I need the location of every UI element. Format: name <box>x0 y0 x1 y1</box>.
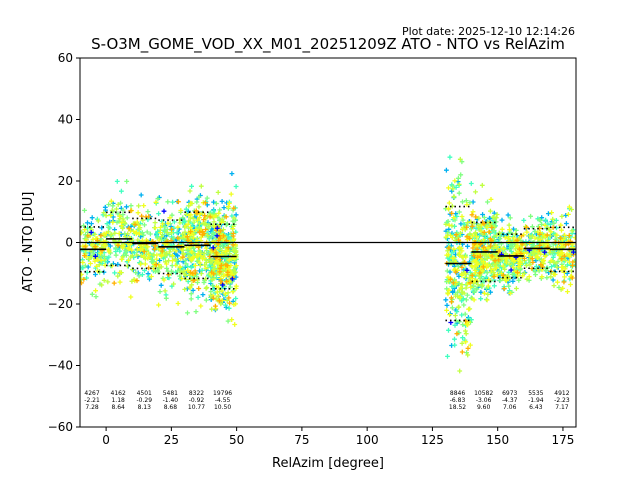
bin-mean-label: -0.29 <box>136 397 152 404</box>
scatter-points <box>80 154 576 374</box>
bin-count-label: 5481 <box>163 390 178 397</box>
x-tick-label: 50 <box>229 433 244 447</box>
bin-std-label: 18.52 <box>449 404 466 411</box>
plot-date: Plot date: 2025-12-10 12:14:26 <box>402 25 575 38</box>
bin-mean-label: -1.94 <box>528 397 544 404</box>
x-tick-label: 175 <box>551 433 574 447</box>
bin-count-label: 4267 <box>84 390 99 397</box>
bin-mean-label: -2.21 <box>84 397 100 404</box>
scatter-series-color-5 <box>80 199 576 355</box>
bin-count-label: 4912 <box>554 390 569 397</box>
bin-count-label: 10582 <box>474 390 493 397</box>
bin-mean-label: 1.18 <box>111 397 125 404</box>
bin-std-label: 10.77 <box>188 404 205 411</box>
bin-mean-label: -4.55 <box>215 397 231 404</box>
bin-std-label: 8.13 <box>138 404 152 411</box>
y-tick-label: −20 <box>48 297 73 311</box>
chart-title: S-O3M_GOME_VOD_XX_M01_20251209Z ATO - NT… <box>91 35 565 54</box>
bin-count-label: 5535 <box>528 390 543 397</box>
bin-overlays <box>80 205 576 322</box>
x-tick-label: 25 <box>164 433 179 447</box>
bin-count-label: 4162 <box>111 390 126 397</box>
y-tick-label: 60 <box>58 51 73 65</box>
x-tick-label: 75 <box>294 433 309 447</box>
y-tick-label: 0 <box>65 236 73 250</box>
x-axis-ticks: 0 25 50 75 100 125 150 175 <box>102 427 574 447</box>
bin-std-label: 7.17 <box>555 404 569 411</box>
bin-std-label: 8.64 <box>111 404 125 411</box>
y-axis-ticks: −60 −40 −20 0 20 40 60 <box>48 51 80 434</box>
y-tick-label: −60 <box>48 420 73 434</box>
bin-std-label: 10.50 <box>214 404 231 411</box>
bin-std-label: 9.60 <box>477 404 491 411</box>
y-axis-label: ATO - NTO [DU] <box>21 192 36 293</box>
x-tick-label: 150 <box>486 433 509 447</box>
bin-mean-label: -3.06 <box>476 397 492 404</box>
bin-count-label: 8846 <box>450 390 465 397</box>
bin-count-label: 8322 <box>189 390 204 397</box>
x-axis-label: RelAzim [degree] <box>272 456 384 471</box>
bin-std-label: 7.28 <box>85 404 99 411</box>
bin-count-label: 6973 <box>502 390 517 397</box>
bin-std-label: 6.43 <box>529 404 543 411</box>
bin-std-label: 7.06 <box>503 404 517 411</box>
x-tick-label: 125 <box>421 433 444 447</box>
bin-mean-label: -6.83 <box>450 397 466 404</box>
bin-mean-label: -1.40 <box>163 397 179 404</box>
bin-mean-label: -4.37 <box>502 397 518 404</box>
y-tick-label: −40 <box>48 359 73 373</box>
x-tick-label: 0 <box>102 433 110 447</box>
bin-mean-label: -2.23 <box>554 397 570 404</box>
bin-mean-label: -0.92 <box>189 397 205 404</box>
y-tick-label: 20 <box>58 174 73 188</box>
bin-std-label: 8.68 <box>164 404 178 411</box>
bin-count-label: 4501 <box>137 390 152 397</box>
scatter-series-color-6 <box>88 208 576 325</box>
x-tick-label: 100 <box>356 433 379 447</box>
bin-count-label: 19796 <box>213 390 232 397</box>
y-tick-label: 40 <box>58 113 73 127</box>
